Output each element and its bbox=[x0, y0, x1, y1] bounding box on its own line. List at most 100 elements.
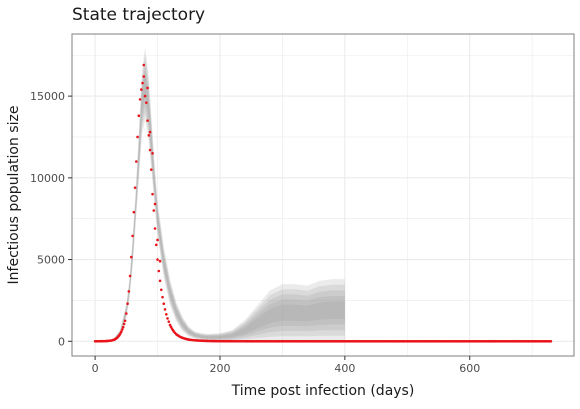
observed-point bbox=[125, 312, 128, 315]
observed-point bbox=[142, 63, 146, 67]
observed-point bbox=[115, 336, 118, 340]
observed-point bbox=[149, 168, 153, 171]
simulation-band-level-1 bbox=[113, 47, 345, 342]
observed-point bbox=[161, 295, 164, 299]
observed-points-layer bbox=[93, 63, 553, 343]
observed-point bbox=[127, 290, 131, 293]
observed-point bbox=[173, 331, 177, 335]
observed-point bbox=[123, 319, 127, 323]
observed-point bbox=[99, 339, 102, 343]
simulation-band-level-3 bbox=[113, 60, 345, 340]
observed-point bbox=[148, 130, 152, 134]
observed-point bbox=[154, 243, 158, 247]
observed-point bbox=[119, 332, 122, 335]
observed-point bbox=[177, 334, 180, 337]
observed-point bbox=[145, 101, 148, 104]
observed-point bbox=[279, 339, 283, 343]
observed-point bbox=[120, 328, 124, 331]
observed-point bbox=[159, 288, 163, 292]
observed-point bbox=[133, 186, 137, 189]
simulation-band-level-2 bbox=[113, 53, 345, 341]
y-axis: 0 5000 10000 15000 bbox=[30, 90, 72, 348]
observed-point bbox=[217, 339, 221, 343]
observed-point bbox=[153, 227, 157, 230]
observed-point bbox=[121, 325, 125, 329]
observed-point bbox=[229, 339, 233, 343]
observed-point bbox=[164, 313, 168, 316]
plot-panel-border bbox=[71, 33, 575, 357]
y-axis-title: Infectious population size bbox=[6, 106, 22, 285]
observed-point bbox=[131, 234, 134, 238]
observed-point bbox=[108, 339, 111, 343]
observed-point bbox=[163, 308, 167, 311]
observed-point bbox=[147, 134, 151, 137]
y-tick-label: 10000 bbox=[30, 172, 65, 185]
observed-point bbox=[151, 152, 154, 155]
y-tick-label: 15000 bbox=[30, 90, 65, 103]
simulation-band-level-5 bbox=[113, 73, 345, 340]
observed-point bbox=[95, 339, 99, 343]
observed-point bbox=[117, 334, 120, 338]
observed-point bbox=[198, 339, 202, 342]
observed-point bbox=[156, 238, 159, 242]
observed-point bbox=[137, 114, 141, 118]
observed-point bbox=[158, 259, 162, 263]
observed-point bbox=[404, 339, 408, 343]
observed-point bbox=[192, 338, 196, 342]
observed-point bbox=[183, 337, 186, 340]
observed-point bbox=[132, 210, 136, 214]
observed-point bbox=[146, 119, 149, 122]
observed-point bbox=[158, 279, 162, 283]
observed-point bbox=[180, 336, 183, 339]
observed-point bbox=[166, 317, 169, 320]
observed-point bbox=[113, 338, 117, 341]
observed-point bbox=[111, 338, 115, 342]
chart-title: State trajectory bbox=[72, 5, 205, 25]
observed-point bbox=[148, 148, 152, 152]
observed-point bbox=[171, 328, 175, 332]
simulation-band-layer bbox=[113, 47, 345, 342]
observed-point bbox=[105, 339, 108, 343]
observed-point bbox=[140, 88, 143, 91]
observed-point bbox=[211, 339, 214, 343]
observed-point bbox=[143, 94, 147, 98]
x-tick-label: 400 bbox=[334, 362, 355, 375]
observed-point bbox=[136, 135, 139, 139]
observed-point bbox=[186, 338, 190, 341]
observed-point bbox=[204, 339, 208, 343]
observed-point bbox=[122, 322, 126, 326]
y-tick-label: 5000 bbox=[37, 254, 65, 267]
observed-point bbox=[141, 81, 144, 85]
plot-panel bbox=[72, 34, 574, 356]
observed-point bbox=[130, 255, 133, 259]
observed-point bbox=[146, 86, 149, 90]
observed-point bbox=[162, 302, 166, 305]
observed-point bbox=[157, 269, 161, 273]
observed-point bbox=[135, 160, 138, 163]
simulation-band-level-4 bbox=[113, 66, 345, 340]
observed-point bbox=[467, 339, 470, 343]
observed-point bbox=[153, 202, 157, 206]
observed-point bbox=[151, 192, 154, 196]
observed-point bbox=[126, 302, 129, 305]
observed-point bbox=[167, 320, 171, 323]
observed-point bbox=[128, 274, 132, 278]
observed-point bbox=[169, 325, 173, 329]
observed-point bbox=[248, 339, 252, 343]
observed-point bbox=[548, 339, 551, 343]
observed-point bbox=[102, 339, 105, 343]
x-axis-title: Time post infection (days) bbox=[231, 383, 415, 399]
observed-point bbox=[342, 339, 345, 343]
x-tick-label: 0 bbox=[92, 362, 99, 375]
x-tick-label: 600 bbox=[459, 362, 480, 375]
observed-point bbox=[138, 98, 142, 101]
x-tick-label: 200 bbox=[209, 362, 230, 375]
y-tick-label: 0 bbox=[58, 335, 65, 348]
observed-point bbox=[156, 258, 159, 261]
x-axis: 0 200 400 600 bbox=[92, 356, 480, 375]
observed-point bbox=[142, 75, 146, 78]
observed-point bbox=[152, 209, 156, 212]
grid-layer bbox=[72, 34, 574, 356]
